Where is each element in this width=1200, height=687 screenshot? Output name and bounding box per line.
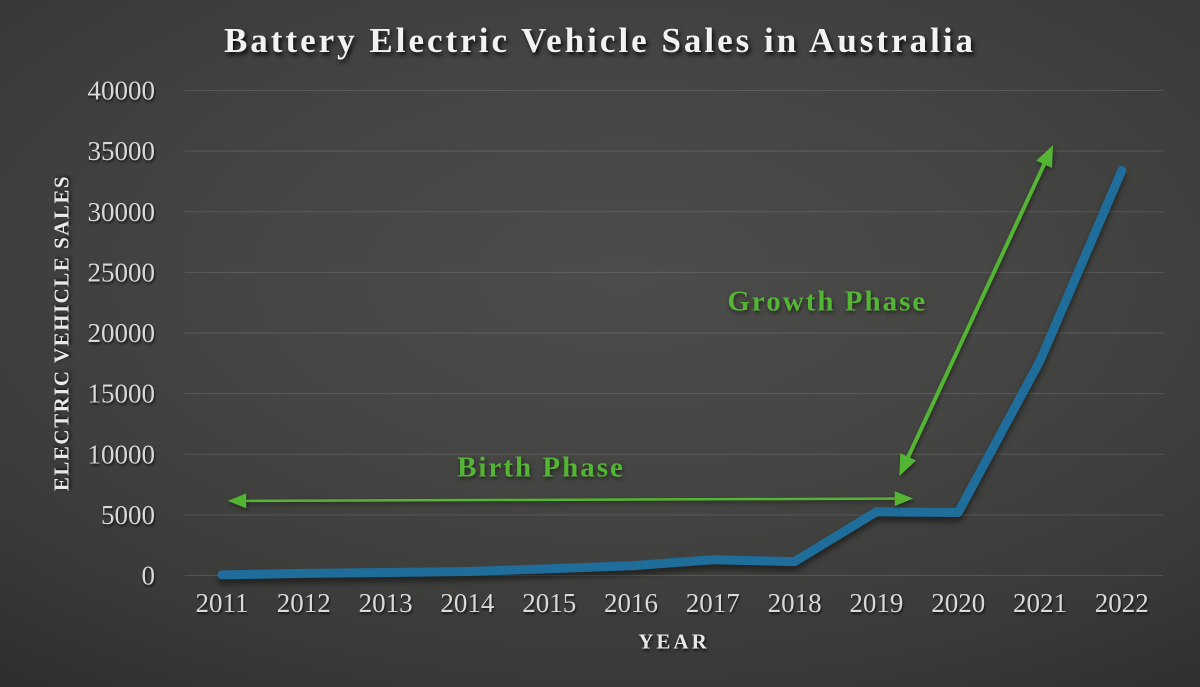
x-tick-label: 2016 <box>604 588 658 618</box>
x-tick-label: 2011 <box>196 588 249 618</box>
x-tick-label: 2017 <box>686 588 740 618</box>
x-tick-label: 2019 <box>849 588 903 618</box>
arrow-head <box>1036 145 1054 168</box>
arrow-head <box>227 493 247 509</box>
sales-line <box>217 166 1127 580</box>
birth-phase-label: Birth Phase <box>457 451 625 483</box>
x-tick-label: 2013 <box>359 588 413 618</box>
arrow-shaft <box>246 497 895 503</box>
y-tick-label: 30000 <box>88 197 156 227</box>
y-tick-label: 25000 <box>88 257 156 287</box>
sales-line-layer <box>217 166 1127 580</box>
x-tick-label: 2014 <box>440 588 495 618</box>
arrow-head <box>894 491 914 507</box>
y-tick-label: 15000 <box>88 379 156 409</box>
x-tick-label: 2018 <box>768 588 822 618</box>
x-axis-title: YEAR <box>638 629 710 654</box>
x-tick-label: 2020 <box>931 588 985 618</box>
y-tick-label: 10000 <box>88 439 156 469</box>
y-tick-label: 5000 <box>101 500 155 530</box>
x-tick-label: 2015 <box>522 588 576 618</box>
y-tick-label: 35000 <box>88 136 156 166</box>
y-tick-label: 40000 <box>88 76 156 106</box>
y-tick-label: 0 <box>142 561 156 591</box>
tick-labels-layer: 0 5000 10000 15000 20000 25000 30000 35000 40000… <box>88 76 1149 619</box>
gridlines-layer <box>185 90 1163 576</box>
chart-title: Battery Electric Vehicle Sales in Austra… <box>223 21 977 60</box>
x-tick-label: 2021 <box>1013 588 1067 618</box>
growth-phase-arrow <box>899 145 1054 477</box>
y-tick-label: 20000 <box>88 318 156 348</box>
x-tick-label: 2012 <box>277 588 331 618</box>
arrow-head <box>899 453 917 477</box>
x-tick-label: 2022 <box>1095 588 1149 618</box>
arrow-shaft <box>906 163 1046 458</box>
annotations-layer <box>227 145 1054 509</box>
birth-phase-arrow <box>227 491 914 509</box>
growth-phase-label: Growth Phase <box>727 285 927 317</box>
